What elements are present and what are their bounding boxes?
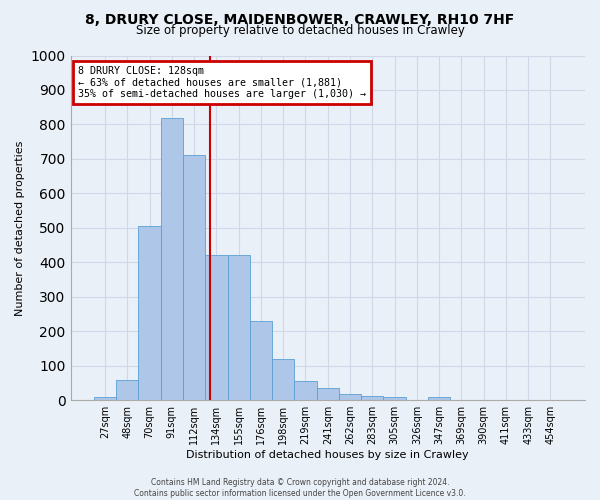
Text: 8, DRURY CLOSE, MAIDENBOWER, CRAWLEY, RH10 7HF: 8, DRURY CLOSE, MAIDENBOWER, CRAWLEY, RH… — [85, 12, 515, 26]
Bar — [94, 398, 116, 400]
Bar — [139, 226, 161, 400]
Bar — [272, 359, 295, 400]
Text: 8 DRURY CLOSE: 128sqm
← 63% of detached houses are smaller (1,881)
35% of semi-d: 8 DRURY CLOSE: 128sqm ← 63% of detached … — [78, 66, 366, 99]
Bar — [161, 118, 183, 400]
Bar — [317, 388, 339, 400]
Bar — [361, 396, 383, 400]
X-axis label: Distribution of detached houses by size in Crawley: Distribution of detached houses by size … — [187, 450, 469, 460]
Bar — [428, 397, 450, 400]
Bar — [383, 397, 406, 400]
Text: Contains HM Land Registry data © Crown copyright and database right 2024.
Contai: Contains HM Land Registry data © Crown c… — [134, 478, 466, 498]
Y-axis label: Number of detached properties: Number of detached properties — [15, 140, 25, 316]
Bar — [183, 156, 205, 400]
Bar — [116, 380, 139, 400]
Bar — [339, 394, 361, 400]
Bar — [205, 256, 227, 400]
Bar — [295, 380, 317, 400]
Text: Size of property relative to detached houses in Crawley: Size of property relative to detached ho… — [136, 24, 464, 37]
Bar — [250, 321, 272, 400]
Bar — [227, 256, 250, 400]
